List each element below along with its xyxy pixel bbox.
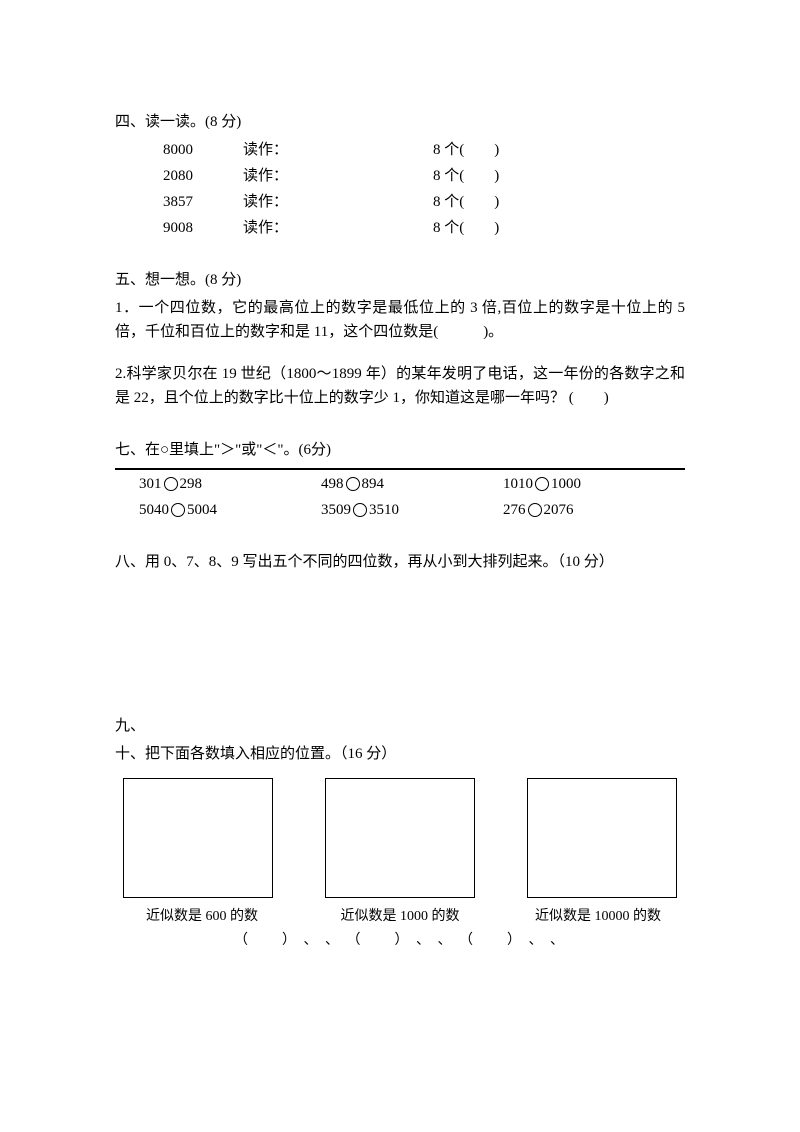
box-label: 近似数是 600 的数 [117,906,287,928]
circle-icon [171,503,185,517]
read-num: 3857 [163,190,243,214]
box-labels: 近似数是 600 的数 近似数是 1000 的数 近似数是 10000 的数 [115,906,685,928]
read-num: 8000 [163,138,243,162]
compare-cell: 301 298 [139,472,321,496]
read-row: 2080 读作： 8 个( ) [163,164,685,188]
compare-left: 1010 [503,472,533,496]
read-label: 读作： [243,164,433,188]
compare-right: 2076 [544,498,574,522]
compare-right: 1000 [551,472,581,496]
compare-cell: 276 2076 [503,498,685,522]
section-5-think: 五、想一想。(8 分) 1．一个四位数，它的最高位上的数字是最低位上的 3 倍,… [115,268,685,410]
compare-cell: 1010 1000 [503,472,685,496]
circle-icon [353,503,367,517]
compare-row-2: 5040 5004 3509 3510 276 2076 [139,498,685,522]
compare-right: 5004 [187,498,217,522]
section-4-read: 四、读一读。(8 分) 8000 读作： 8 个( ) 2080 读作： 8 个… [115,110,685,240]
compare-left: 498 [321,472,344,496]
box-label: 近似数是 1000 的数 [315,906,485,928]
section-7-title: 七、在○里填上"＞"或"＜"。(6分) [115,438,685,462]
question-2: 2.科学家贝尔在 19 世纪（1800～1899 年）的某年发明了电话，这一年份… [115,362,685,410]
section-10-approx: 十、把下面各数填入相应的位置。（16 分） 近似数是 600 的数 近似数是 1… [115,742,685,953]
compare-cell: 3509 3510 [321,498,503,522]
circle-icon [346,477,360,491]
read-label: 读作： [243,190,433,214]
section-5-title: 五、想一想。(8 分) [115,268,685,292]
read-paren: 8 个( ) [433,216,499,240]
divider [115,468,685,470]
paren-text: （ ） 、 、 （ ） 、 、 （ ） 、 、 [234,930,566,952]
read-num: 2080 [163,164,243,188]
read-label: 读作： [243,138,433,162]
compare-cell: 5040 5004 [139,498,321,522]
compare-left: 5040 [139,498,169,522]
read-paren: 8 个( ) [433,164,499,188]
circle-icon [528,503,542,517]
compare-left: 301 [139,472,162,496]
read-table: 8000 读作： 8 个( ) 2080 读作： 8 个( ) 3857 读作：… [163,138,685,240]
question-1: 1．一个四位数，它的最高位上的数字是最低位上的 3 倍,百位上的数字是十位上的 … [115,296,685,344]
answer-box [325,778,475,898]
read-label: 读作： [243,216,433,240]
section-4-title: 四、读一读。(8 分) [115,110,685,134]
read-row: 3857 读作： 8 个( ) [163,190,685,214]
compare-right: 298 [180,472,203,496]
section-8-arrange: 八、用 0、7、8、9 写出五个不同的四位数，再从小到大排列起来。（10 分） [115,550,685,574]
compare-left: 276 [503,498,526,522]
compare-right: 3510 [369,498,399,522]
compare-row-1: 301 298 498 894 1010 1000 [139,472,685,496]
boxes-row [115,778,685,898]
read-paren: 8 个( ) [433,190,499,214]
read-paren: 8 个( ) [433,138,499,162]
answer-box [527,778,677,898]
compare-cell: 498 894 [321,472,503,496]
read-row: 9008 读作： 8 个( ) [163,216,685,240]
circle-icon [164,477,178,491]
answer-box [123,778,273,898]
section-7-compare: 七、在○里填上"＞"或"＜"。(6分) 301 298 498 894 1010… [115,438,685,522]
compare-left: 3509 [321,498,351,522]
read-row: 8000 读作： 8 个( ) [163,138,685,162]
section-8-title: 八、用 0、7、8、9 写出五个不同的四位数，再从小到大排列起来。（10 分） [115,550,685,574]
section-9-title: 九、 [115,714,685,738]
box-label: 近似数是 10000 的数 [513,906,683,928]
section-10-title: 十、把下面各数填入相应的位置。（16 分） [115,742,685,766]
paren-row: （ ） 、 、 （ ） 、 、 （ ） 、 、 [115,930,685,952]
read-num: 9008 [163,216,243,240]
circle-icon [535,477,549,491]
section-9: 九、 [115,714,685,738]
compare-right: 894 [362,472,385,496]
